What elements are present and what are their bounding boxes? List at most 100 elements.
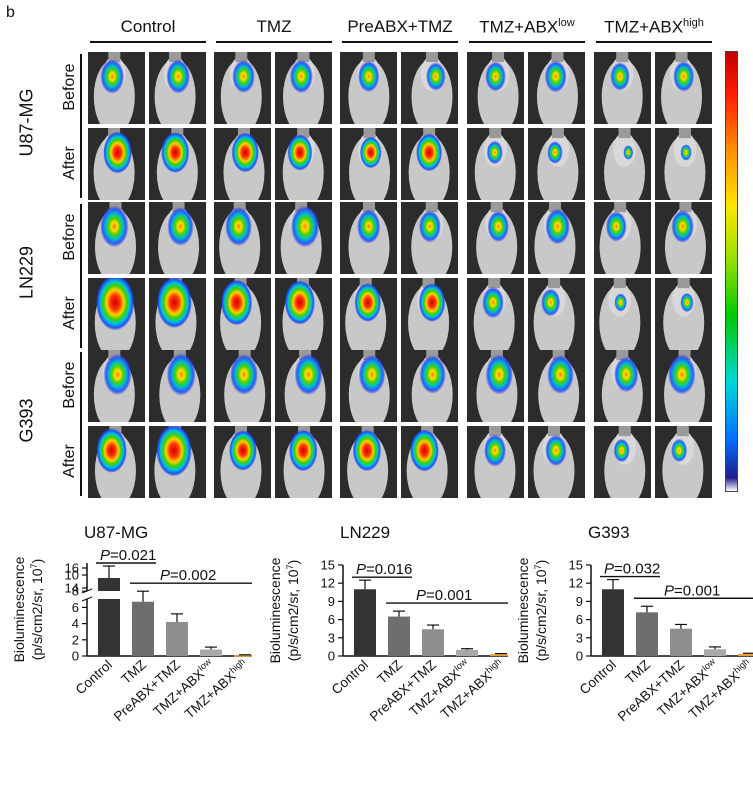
bioluminescence-image: [149, 128, 206, 200]
bioluminescence-image: [275, 202, 332, 274]
bioluminescence-image: [655, 202, 712, 274]
y-tick-label: 12: [569, 576, 583, 591]
bioluminescence-image: [149, 52, 206, 124]
bioluminescence-image: [467, 52, 524, 124]
group-underline: [596, 41, 712, 43]
group-header-label: Control: [120, 17, 176, 36]
y-tick-label: 8: [72, 584, 79, 599]
bioluminescence-image: [655, 426, 712, 498]
bioluminescence-image: [594, 350, 651, 422]
bioluminescence-image: [214, 350, 271, 422]
group-underline: [216, 41, 332, 43]
group-header: PreABX+TMZ: [332, 17, 468, 37]
timepoint-label: Before: [61, 63, 78, 111]
group-underline: [90, 41, 206, 43]
bar: [422, 629, 444, 656]
bar: [704, 649, 726, 656]
cell-line-label: LN229: [16, 245, 37, 300]
bioluminescence-image: [340, 128, 397, 200]
bioluminescence-image: [275, 278, 332, 350]
bioluminescence-image: [467, 278, 524, 350]
bar: [670, 628, 692, 656]
y-axis-label: Bioluminescence: [515, 557, 531, 663]
timepoint-divider: [80, 204, 82, 348]
bioluminescence-image: [275, 350, 332, 422]
group-header: Control: [80, 17, 216, 37]
p-value-label: P=0.001: [664, 582, 720, 599]
y-tick-label: 6: [328, 612, 335, 627]
bioluminescence-image: [655, 350, 712, 422]
y-tick-label: 16: [65, 561, 79, 576]
bioluminescence-image: [88, 52, 145, 124]
panel-letter: b: [6, 4, 15, 21]
bar: [602, 589, 624, 656]
cell-line-label: G393: [16, 398, 37, 443]
bioluminescence-image: [340, 52, 397, 124]
bioluminescence-image: [214, 426, 271, 498]
bioluminescence-image: [401, 278, 458, 350]
bar: [490, 654, 508, 656]
bar: [456, 649, 478, 656]
bar: [636, 612, 658, 656]
bar-chart: LN229 Bioluminescence (p/s/cm2/sr, 107) 0 3 6…: [267, 523, 508, 724]
group-header-label: PreABX+TMZ: [347, 17, 453, 36]
p-value-label: P=0.002: [160, 567, 216, 584]
y-tick-label: 6: [576, 612, 583, 627]
bioluminescence-image: [528, 202, 585, 274]
bioluminescence-image: [275, 128, 332, 200]
bioluminescence-image: [401, 52, 458, 124]
p-value-label: P=0.032: [604, 561, 660, 578]
bioluminescence-image: [528, 350, 585, 422]
group-header: TMZ+ABXlow: [459, 17, 595, 38]
bioluminescence-image: [149, 426, 206, 498]
bioluminescence-image: [275, 426, 332, 498]
y-tick-label: 9: [576, 594, 583, 609]
y-tick-label: 12: [321, 576, 335, 591]
bar-chart: U87-MG Bioluminescence (p/s/cm2/sr, 107) 0 2…: [11, 523, 252, 724]
y-tick-label: 10: [65, 568, 79, 583]
bioluminescence-image: [401, 128, 458, 200]
bioluminescence-image: [467, 426, 524, 498]
group-header-sup: high: [683, 17, 704, 29]
bioluminescence-image: [214, 52, 271, 124]
bioluminescence-image: [594, 426, 651, 498]
group-header: TMZ+ABXhigh: [586, 17, 722, 38]
bioluminescence-image: [214, 202, 271, 274]
timepoint-label: After: [61, 146, 78, 180]
y-axis-unit: (p/s/cm2/sr, 107): [29, 559, 45, 661]
group-header-label: TMZ: [256, 17, 292, 36]
cell-line-label: U87-MG: [16, 88, 37, 157]
bioluminescence-image: [467, 128, 524, 200]
bar-chart: G393 Bioluminescence (p/s/cm2/sr, 107) 0 3 6 9…: [515, 523, 753, 724]
timepoint-label: After: [61, 296, 78, 330]
bioluminescence-image: [655, 128, 712, 200]
group-header-label: TMZ+ABX: [479, 17, 559, 37]
bar: [200, 649, 222, 656]
bioluminescence-image: [275, 52, 332, 124]
bioluminescence-image: [88, 202, 145, 274]
bioluminescence-image: [88, 350, 145, 422]
y-axis-label: Bioluminescence: [267, 557, 283, 663]
group-underline: [469, 41, 585, 43]
y-tick-label: 2: [72, 632, 79, 647]
bioluminescence-image: [149, 278, 206, 350]
chart-title: LN229: [340, 523, 390, 542]
bioluminescence-image: [214, 278, 271, 350]
bioluminescence-image: [88, 278, 145, 350]
y-tick-label: 3: [328, 630, 335, 645]
y-axis-unit: (p/s/cm2/sr, 107): [285, 560, 301, 662]
bioluminescence-image: [594, 202, 651, 274]
bioluminescence-image: [528, 278, 585, 350]
y-axis-label: Bioluminescence: [11, 556, 27, 662]
bioluminescence-image: [88, 128, 145, 200]
y-tick-label: 6: [72, 600, 79, 615]
bioluminescence-image: [655, 52, 712, 124]
bar: [132, 601, 154, 656]
bioluminescence-image: [401, 202, 458, 274]
p-value-label: P=0.001: [416, 587, 472, 604]
bioluminescence-image: [594, 278, 651, 350]
timepoint-divider: [80, 352, 82, 496]
y-tick-label: 3: [576, 630, 583, 645]
intensity-colorbar: [725, 51, 738, 492]
